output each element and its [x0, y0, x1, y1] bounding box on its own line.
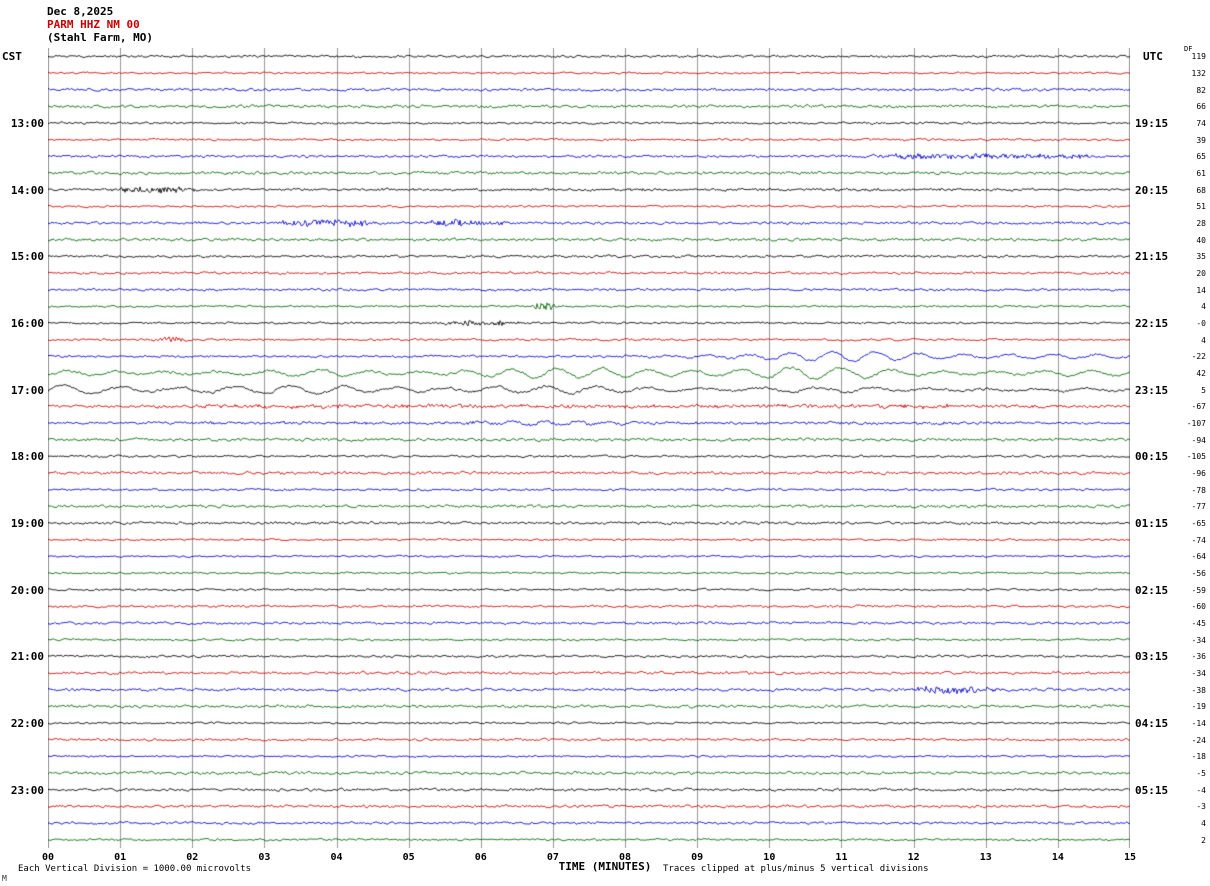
cst-hour-label: 23:00 [10, 783, 44, 797]
x-tick-label: 13 [979, 852, 992, 863]
x-tick-label: 04 [330, 852, 343, 863]
trace-offset-value: -18 [1191, 752, 1206, 762]
footer-clip-note: Traces clipped at plus/minus 5 vertical … [663, 864, 929, 874]
trace-offset-value: -14 [1191, 719, 1206, 728]
x-tick-label: 09 [691, 852, 704, 863]
trace-offset-value: -24 [1191, 735, 1206, 745]
title-date: Dec 8,2025 [47, 5, 114, 18]
trace-offset-value: -34 [1191, 669, 1206, 678]
x-tick-label: 14 [1051, 852, 1064, 863]
title-location: (Stahl Farm, MO) [47, 31, 153, 44]
trace-offset-value: 2 [1201, 835, 1206, 845]
trace-offset-value: -19 [1191, 702, 1206, 712]
trace-offset-value: -94 [1191, 435, 1206, 445]
title-station: PARM HHZ NM 00 [47, 18, 140, 31]
trace-offset-value: -60 [1191, 602, 1206, 612]
trace-offset-value: -0 [1196, 319, 1206, 328]
x-tick-label: 02 [186, 852, 199, 863]
x-tick-label: 01 [114, 852, 127, 863]
trace-offset-value: 65 [1196, 152, 1206, 162]
trace-offset-value: -74 [1191, 535, 1206, 545]
trace-offset-value: -3 [1196, 802, 1206, 812]
trace-offset-value: -22 [1191, 352, 1206, 362]
cst-hour-label: 22:00 [10, 717, 44, 730]
trace-offset-value: -36 [1191, 652, 1206, 662]
cst-hour-label: 15:00 [10, 250, 44, 264]
utc-hour-label: 04:15 [1135, 717, 1169, 730]
trace-offset-value: -67 [1191, 402, 1206, 412]
x-tick-label: 07 [546, 852, 559, 863]
utc-hour-label: 23:15 [1135, 383, 1169, 397]
trace-offset-value: 35 [1196, 252, 1206, 262]
utc-hour-label: 01:15 [1135, 517, 1169, 530]
trace-offset-value: -64 [1191, 552, 1206, 562]
trace-offset-value: -45 [1191, 619, 1206, 628]
cst-hour-label: 21:00 [10, 650, 44, 664]
trace-offset-value: -56 [1191, 569, 1206, 578]
utc-hour-label: 02:15 [1135, 583, 1169, 597]
cst-hour-label: 18:00 [10, 450, 44, 464]
trace-offset-value: 68 [1196, 185, 1206, 195]
x-tick-label: 12 [907, 852, 920, 863]
trace-offset-value: -107 [1186, 419, 1206, 428]
footer-scale-note: Each Vertical Division = 1000.00 microvo… [18, 864, 251, 874]
right-values-header: DF [1184, 45, 1193, 53]
trace-offset-value: 4 [1201, 335, 1206, 345]
trace-offset-value: 42 [1196, 369, 1206, 378]
trace-offset-value: -78 [1191, 485, 1206, 495]
x-tick-label: 00 [41, 852, 55, 863]
utc-hour-label: 22:15 [1135, 317, 1169, 330]
trace-offset-value: -38 [1191, 685, 1206, 695]
trace-offset-value: 39 [1196, 135, 1206, 145]
utc-hour-label: 00:15 [1135, 450, 1169, 464]
x-tick-label: 08 [619, 852, 632, 863]
trace-offset-value: -77 [1191, 502, 1206, 512]
cst-hour-label: 20:00 [10, 583, 44, 597]
trace-offset-value: -4 [1196, 785, 1206, 795]
cst-hour-label: 19:00 [10, 517, 44, 530]
x-tick-label: 11 [835, 852, 848, 863]
trace-offset-value: 66 [1196, 102, 1206, 112]
trace-offset-value: 5 [1201, 385, 1206, 395]
trace-offset-value: 132 [1191, 69, 1206, 78]
trace-offset-value: -105 [1186, 452, 1206, 462]
trace-offset-value: 51 [1196, 202, 1206, 212]
trace-offset-value: 119 [1191, 52, 1206, 62]
trace-offset-value: 61 [1196, 169, 1206, 178]
utc-hour-label: 05:15 [1135, 783, 1169, 797]
cst-hour-label: 14:00 [10, 183, 44, 197]
x-axis-title: TIME (MINUTES) [558, 860, 652, 873]
x-tick-label: 10 [763, 852, 776, 863]
trace-offset-value: 74 [1196, 119, 1206, 128]
right-axis-header: UTC [1143, 50, 1163, 63]
cst-hour-label: 17:00 [10, 383, 44, 397]
seismogram-canvas [48, 48, 1130, 848]
trace-offset-value: -96 [1191, 469, 1206, 478]
corner-mark: M [2, 874, 7, 883]
utc-hour-label: 21:15 [1135, 250, 1169, 264]
left-axis-header: CST [2, 50, 22, 63]
trace-offset-value: 40 [1196, 235, 1206, 245]
trace-offset-value: 82 [1196, 85, 1206, 95]
cst-hour-label: 13:00 [10, 117, 44, 130]
x-tick-label: 06 [474, 852, 487, 863]
trace-offset-value: 14 [1196, 285, 1206, 295]
trace-offset-value: -34 [1191, 635, 1206, 645]
x-tick-label: 15 [1123, 852, 1137, 863]
utc-hour-label: 20:15 [1135, 183, 1169, 197]
x-tick-label: 05 [402, 852, 415, 863]
utc-hour-label: 03:15 [1135, 650, 1169, 664]
cst-hour-label: 16:00 [10, 317, 44, 330]
trace-offset-value: -65 [1191, 519, 1206, 528]
trace-offset-value: -59 [1191, 585, 1206, 595]
trace-offset-value: 20 [1196, 269, 1206, 278]
x-tick-label: 03 [258, 852, 271, 863]
trace-offset-value: 4 [1201, 302, 1206, 312]
trace-offset-value: 28 [1196, 219, 1206, 228]
trace-offset-value: -5 [1196, 769, 1206, 778]
utc-hour-label: 19:15 [1135, 117, 1169, 130]
trace-offset-value: 4 [1201, 819, 1206, 828]
